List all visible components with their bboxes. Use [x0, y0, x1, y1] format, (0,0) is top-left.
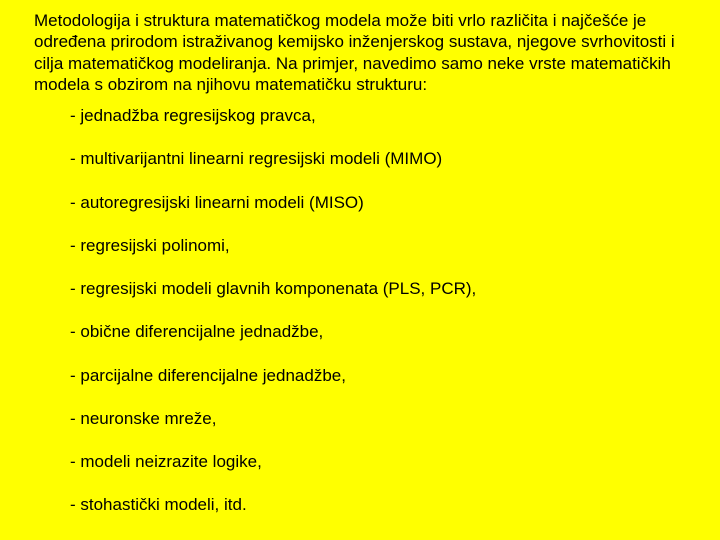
list-item: - regresijski modeli glavnih komponenata…	[70, 278, 686, 299]
list-item: - obične diferencijalne jednadžbe,	[70, 321, 686, 342]
intro-paragraph: Metodologija i struktura matematičkog mo…	[34, 10, 686, 95]
list-item: - jednadžba regresijskog pravca,	[70, 105, 686, 126]
list-item: - autoregresijski linearni modeli (MISO)	[70, 192, 686, 213]
list-item: - neuronske mreže,	[70, 408, 686, 429]
list-item: - modeli neizrazite logike,	[70, 451, 686, 472]
model-list: - jednadžba regresijskog pravca, - multi…	[34, 105, 686, 516]
list-item: - multivarijantni linearni regresijski m…	[70, 148, 686, 169]
list-item: - regresijski polinomi,	[70, 235, 686, 256]
slide-page: Metodologija i struktura matematičkog mo…	[0, 0, 720, 540]
list-item: - stohastički modeli, itd.	[70, 494, 686, 515]
list-item: - parcijalne diferencijalne jednadžbe,	[70, 365, 686, 386]
